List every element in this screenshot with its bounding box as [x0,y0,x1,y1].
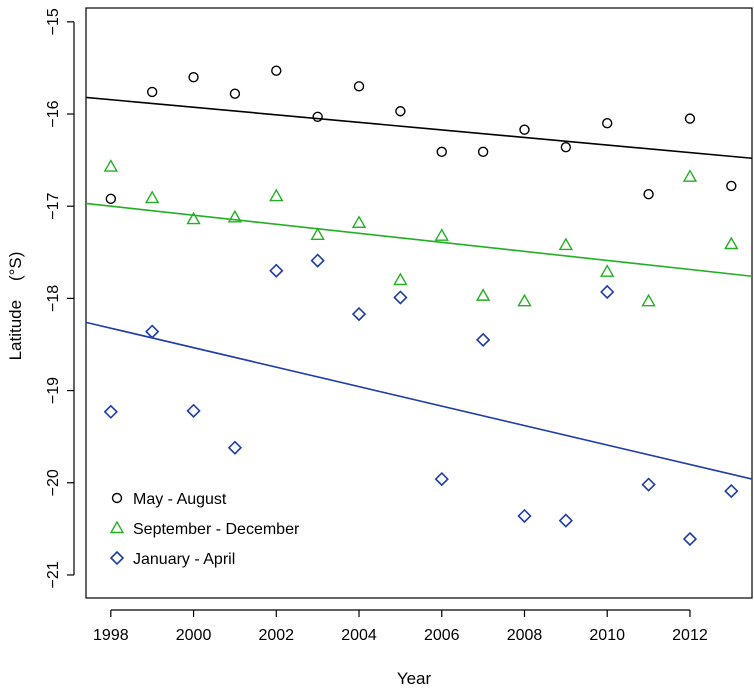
x-tick-label: 2010 [589,627,625,644]
trend-lines [85,96,753,480]
data-point-0 [271,65,282,76]
y-axis-title: Latitude (°S) [6,252,25,361]
data-point-2 [517,508,532,524]
data-point-1 [227,209,243,223]
data-point-1 [393,272,408,286]
data-point-0 [105,193,117,205]
legend-marker-2 [109,550,125,566]
data-point-1 [144,190,160,204]
y-tick-label: −20 [45,469,62,496]
trend-line-0 [85,96,753,160]
plot-area-frame [85,7,753,599]
data-point-2 [475,332,491,348]
y-tick-label: −21 [45,561,62,588]
data-point-0 [353,81,365,92]
x-axis: 1998 2000 2002 2004 2006 2008 2010 2012 [93,609,708,644]
data-point-0 [146,86,158,98]
data-point-2 [351,306,367,322]
x-tick-label: 2006 [424,627,460,644]
trend-line-2 [85,321,753,480]
data-point-1 [475,288,491,301]
data-point-2 [558,513,573,528]
data-point-2 [393,290,408,305]
data-point-2 [600,284,615,300]
legend-label-2: January - April [133,551,235,568]
y-tick-label: −19 [45,377,62,404]
x-tick-label: 2004 [341,627,377,644]
x-tick-label: 2008 [507,627,543,644]
data-point-0 [395,106,406,117]
x-axis-title: Year [397,669,432,688]
data-point-1 [682,169,698,182]
data-point-2 [186,403,201,418]
y-tick-label: −15 [45,8,62,35]
legend: May - August September - December January … [109,491,300,568]
data-point-2 [641,477,656,492]
data-point-2 [103,404,118,419]
y-tick-label: −18 [45,285,62,312]
data-point-1 [641,293,656,307]
legend-label-1: September - December [133,521,300,538]
data-point-0 [560,142,572,153]
data-point-2 [682,531,698,547]
data-point-0 [684,113,696,124]
data-point-0 [188,71,199,83]
x-tick-label: 2002 [258,627,294,644]
data-point-0 [229,88,241,99]
data-point-0 [312,111,323,122]
x-tick-label: 2012 [672,627,708,644]
data-point-1 [724,236,739,250]
y-tick-label: −17 [45,193,62,220]
data-point-2 [724,483,739,499]
data-point-1 [517,293,532,307]
data-point-1 [351,215,367,228]
data-point-2 [434,471,449,487]
data-point-0 [643,189,654,200]
data-point-2 [269,263,284,278]
data-point-1 [103,159,119,172]
data-point-1 [434,228,449,241]
data-point-0 [436,146,447,158]
trend-line-1 [85,202,753,278]
data-point-0 [726,180,737,192]
data-point-1 [558,237,574,251]
data-point-1 [269,188,284,202]
data-point-0 [519,124,530,135]
data-point-1 [186,211,201,225]
data-point-0 [602,118,613,129]
y-axis: −15 −16 −17 −18 −19 −20 −21 [45,8,75,589]
x-tick-label: 1998 [93,627,129,644]
data-point-0 [477,146,489,158]
data-point-2 [227,440,243,455]
legend-marker-1 [109,520,125,534]
legend-marker-0 [111,492,123,504]
data-points [103,65,739,547]
data-point-1 [310,227,325,240]
x-tick-label: 2000 [176,627,212,644]
data-point-2 [310,253,325,268]
y-tick-label: −16 [45,100,62,127]
legend-label-0: May - August [133,491,227,508]
data-point-1 [600,264,615,277]
data-point-2 [145,324,160,339]
